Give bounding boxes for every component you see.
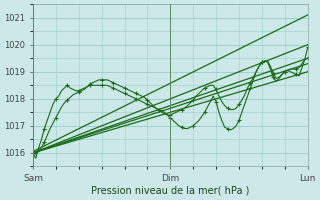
X-axis label: Pression niveau de la mer( hPa ): Pression niveau de la mer( hPa ) (91, 186, 250, 196)
